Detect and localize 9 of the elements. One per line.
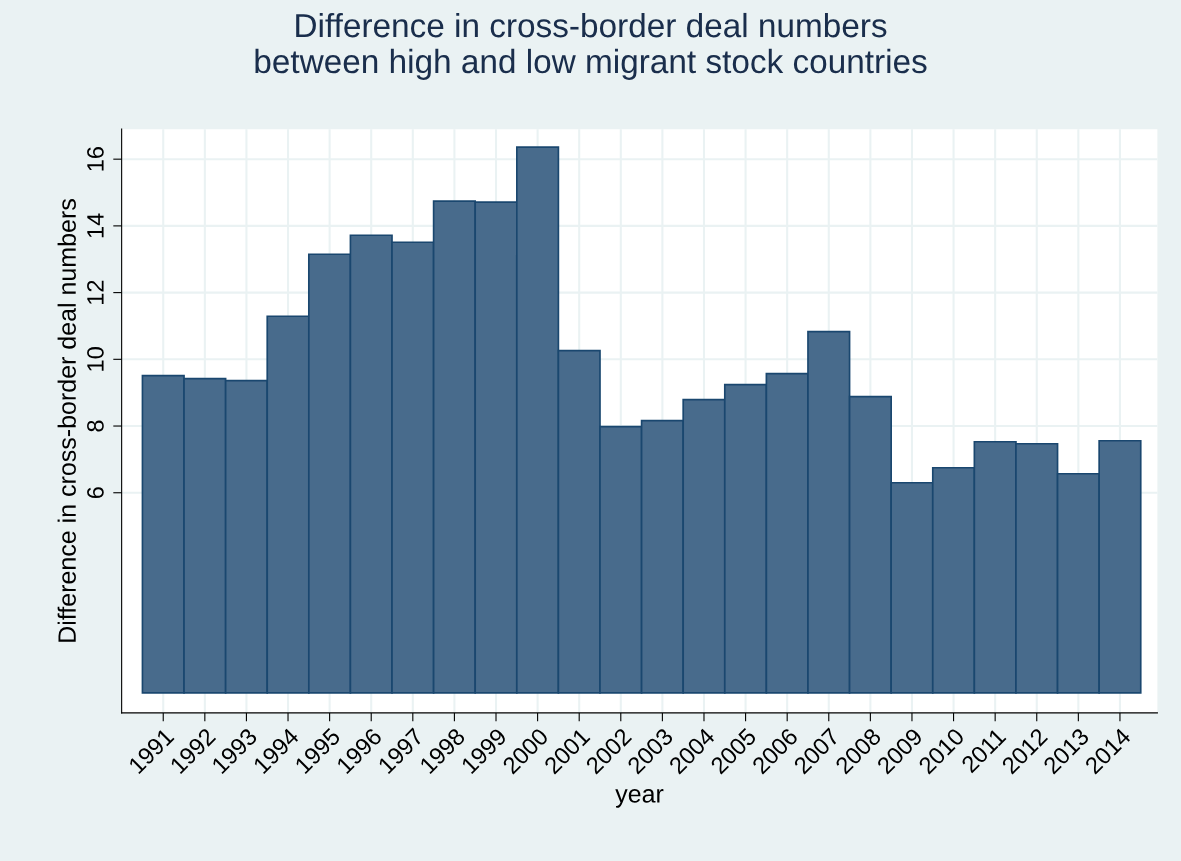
- x-axis-title: year: [615, 789, 664, 808]
- y-tick-label: 8: [87, 420, 104, 432]
- chart-title: Difference in cross-border deal numbers between high and low migrant stock countries: [255, 12, 927, 80]
- y-tick-label: 16: [87, 147, 104, 171]
- y-tick-label: 12: [87, 280, 104, 304]
- y-tick-label: 6: [87, 487, 104, 499]
- y-axis-title: Difference in cross-border deal numbers: [57, 199, 76, 642]
- y-tick-label: 14: [87, 213, 104, 238]
- y-tick-label: 10: [87, 347, 104, 371]
